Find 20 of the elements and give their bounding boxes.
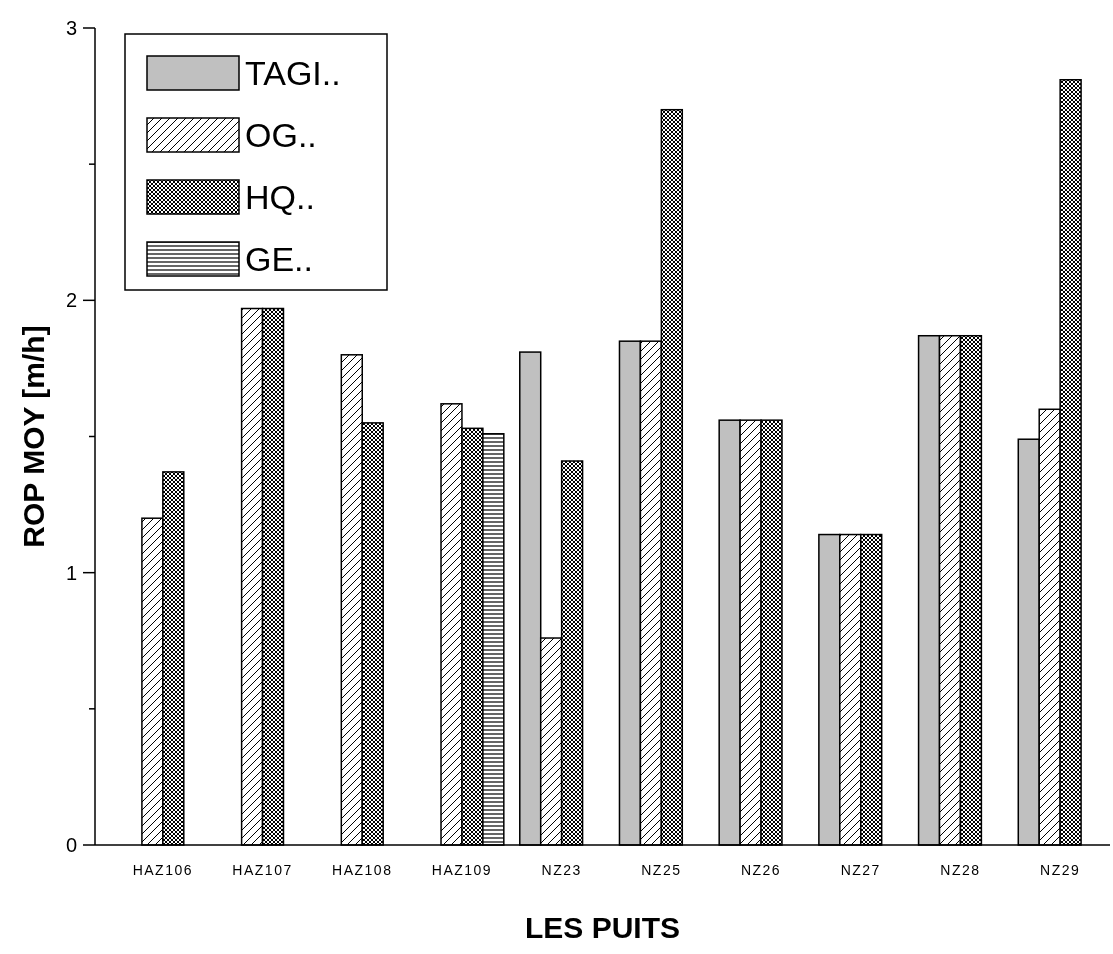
y-axis-title: ROP MOY [m/h] — [17, 325, 50, 548]
y-tick-label: 1 — [65, 561, 77, 584]
legend-label: GE.. — [245, 239, 314, 278]
x-tick-label: NZ29 — [1040, 861, 1081, 878]
x-tick-label: HAZ106 — [132, 861, 194, 878]
x-tick-label: NZ27 — [840, 861, 881, 878]
x-tick-label: HAZ109 — [431, 861, 493, 878]
y-tick-label: 0 — [65, 834, 77, 856]
x-tick-label: NZ28 — [940, 861, 981, 878]
x-tick-label: HAZ108 — [332, 861, 393, 878]
legend-label: HQ.. — [245, 177, 315, 216]
x-tick-label: NZ26 — [740, 861, 782, 878]
x-tick-label: NZ25 — [641, 861, 682, 878]
y-tick-label: 2 — [65, 289, 77, 312]
x-axis-title: LES PUITS — [524, 911, 681, 944]
legend-label: TAGI.. — [245, 53, 341, 92]
y-tick-label: 3 — [65, 17, 77, 39]
x-tick-label: NZ23 — [541, 861, 582, 878]
x-tick-label: HAZ107 — [232, 861, 293, 878]
legend-label: OG.. — [245, 115, 317, 154]
